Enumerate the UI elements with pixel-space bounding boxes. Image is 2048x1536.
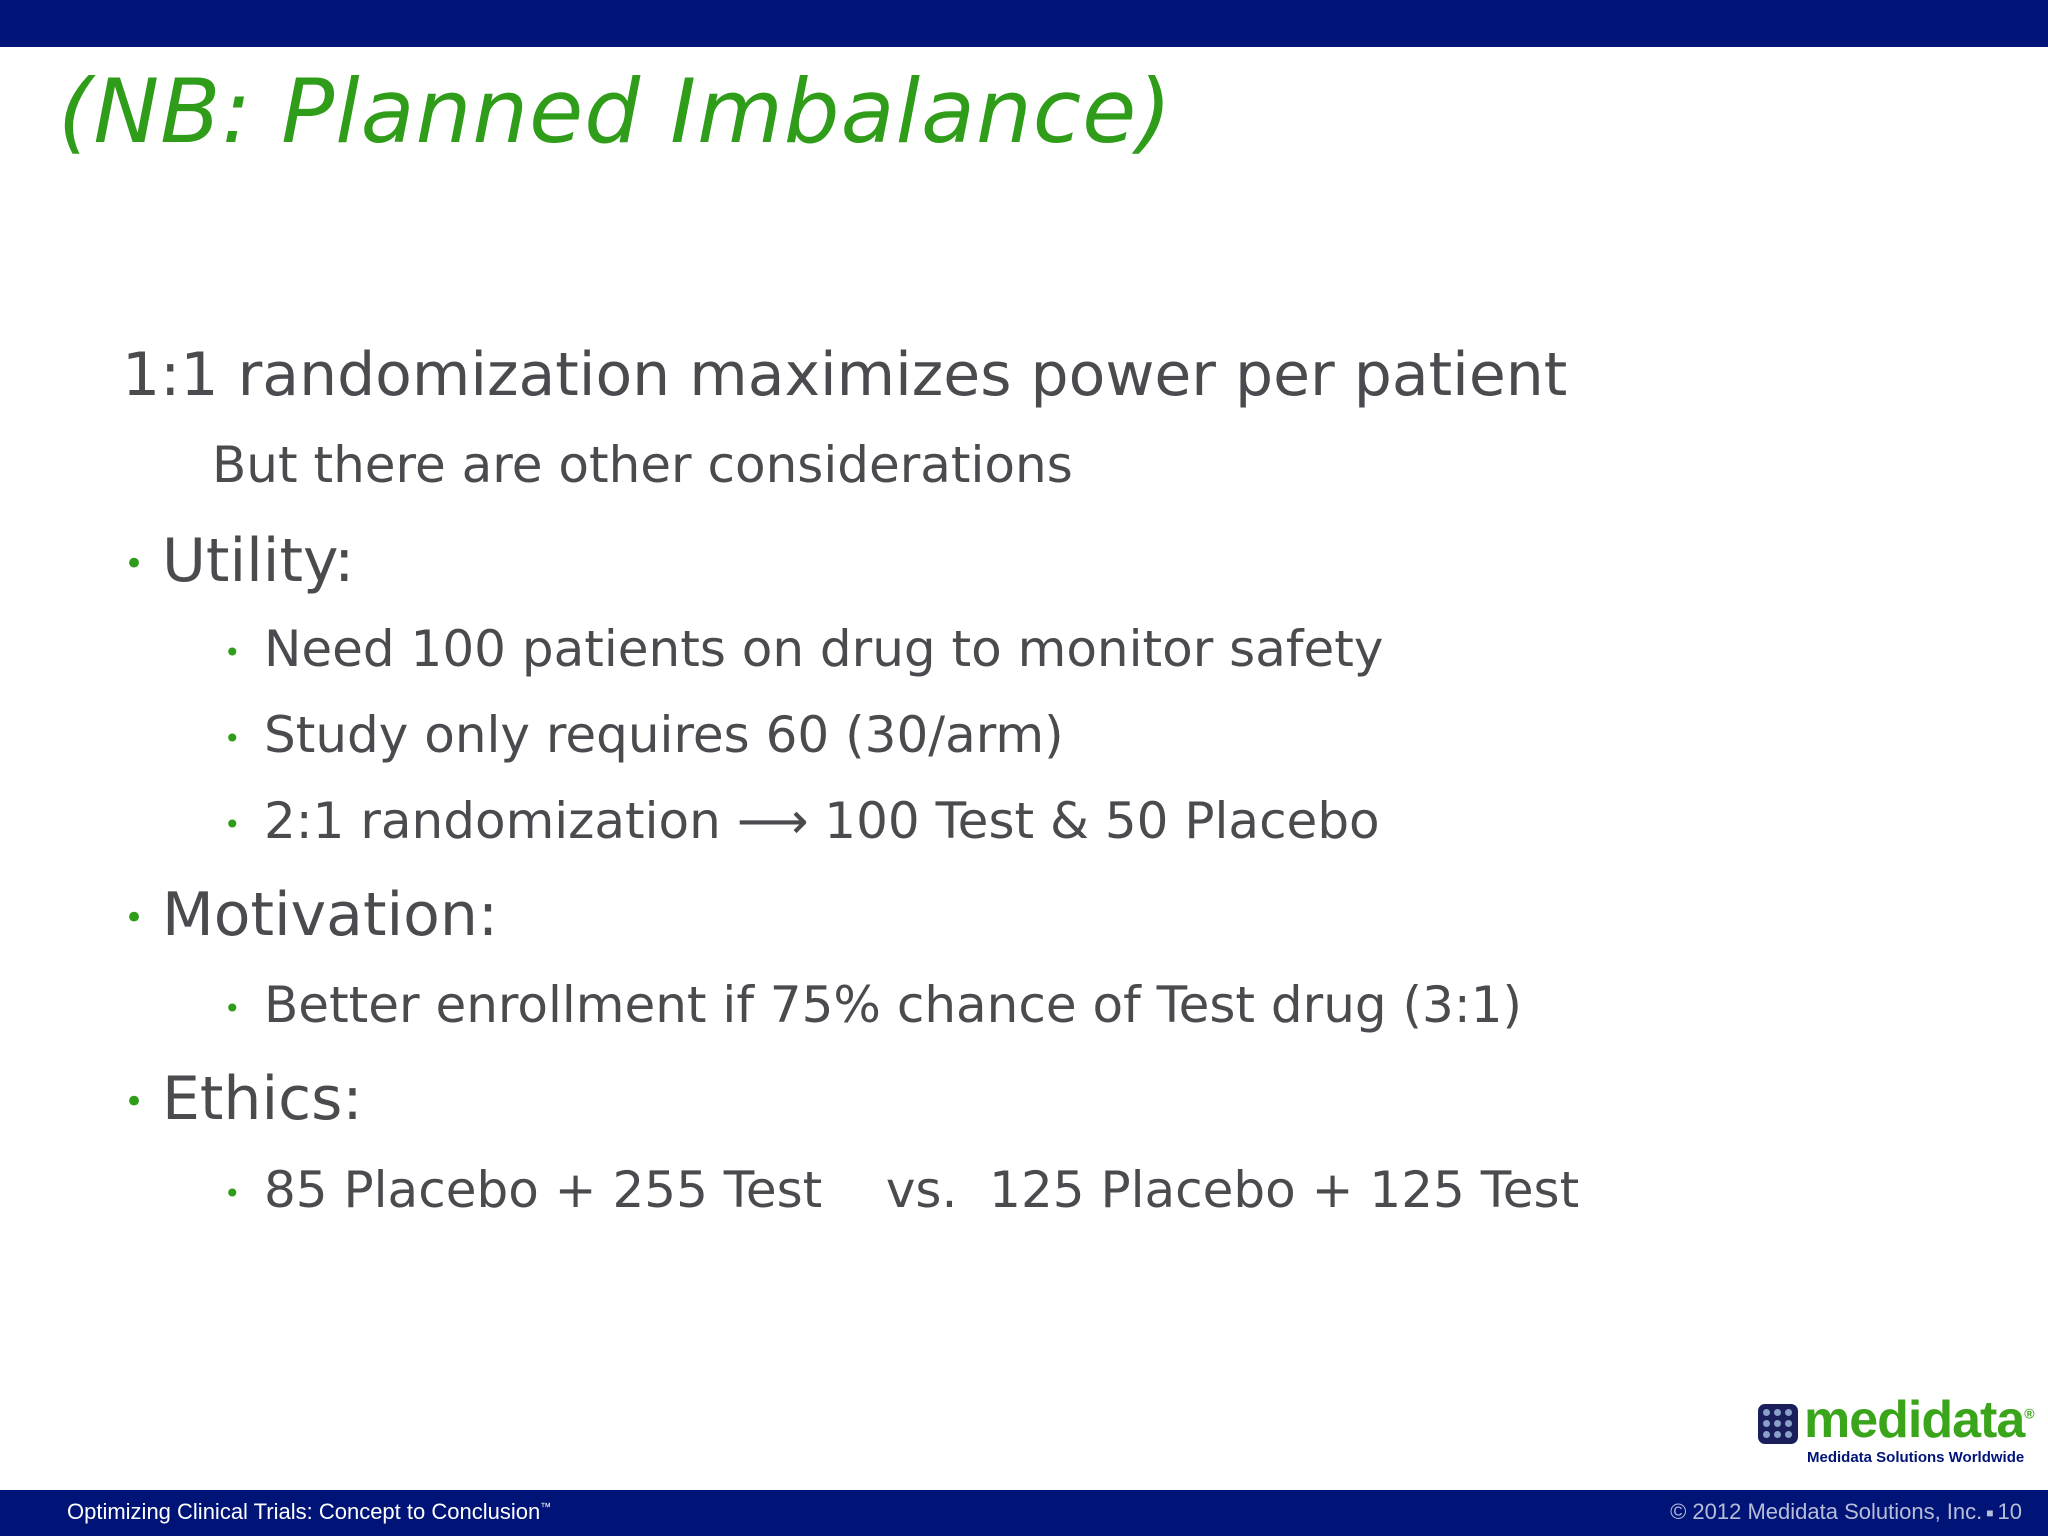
medidata-logo-icon xyxy=(1758,1404,1798,1444)
medidata-logo: medidata® Medidata Solutions Worldwide xyxy=(1758,1391,2035,1470)
motivation-item-1: Better enrollment if 75% chance of Test … xyxy=(264,976,1523,1034)
page-number: 10 xyxy=(1997,1499,2022,1524)
utility-item-1: Need 100 patients on drug to monitor saf… xyxy=(264,620,1384,678)
footer-course-title: Optimizing Clinical Trials: Concept to C… xyxy=(67,1499,552,1524)
bullet-dot: • xyxy=(224,808,241,841)
intro-line: 1:1 randomization maximizes power per pa… xyxy=(122,340,1568,410)
bullet-dot: • xyxy=(124,544,145,584)
section-heading-ethics: Ethics: xyxy=(162,1064,363,1134)
footer-copyright: © 2012 Medidata Solutions, Inc. ■ 10 xyxy=(1670,1499,2022,1524)
header-bar xyxy=(0,0,2048,47)
bullet-dot: • xyxy=(224,722,241,755)
bullet-dot: • xyxy=(124,898,145,938)
ethics-item-1: 85 Placebo + 255 Test vs. 125 Placebo + … xyxy=(264,1161,1580,1219)
utility-item-2: Study only requires 60 (30/arm) xyxy=(264,706,1064,764)
bullet-dot: • xyxy=(124,1082,145,1122)
logo-tagline: Medidata Solutions Worldwide xyxy=(1807,1449,2025,1466)
bullet-dot: • xyxy=(224,636,241,669)
bullet-dot: • xyxy=(224,992,241,1025)
separator-square-icon: ■ xyxy=(1986,1506,1994,1521)
utility-item-3: 2:1 randomization ⟶ 100 Test & 50 Placeb… xyxy=(264,792,1380,850)
footer-bar: Optimizing Clinical Trials: Concept to C… xyxy=(0,1490,2048,1536)
section-heading-utility: Utility: xyxy=(162,526,355,596)
logo-wordmark: medidata® xyxy=(1804,1391,2035,1449)
slide-title: (NB: Planned Imbalance) xyxy=(58,60,1173,163)
bullet-dot: • xyxy=(224,1177,241,1210)
section-heading-motivation: Motivation: xyxy=(162,880,499,950)
intro-sub-line: But there are other considerations xyxy=(212,436,1073,494)
